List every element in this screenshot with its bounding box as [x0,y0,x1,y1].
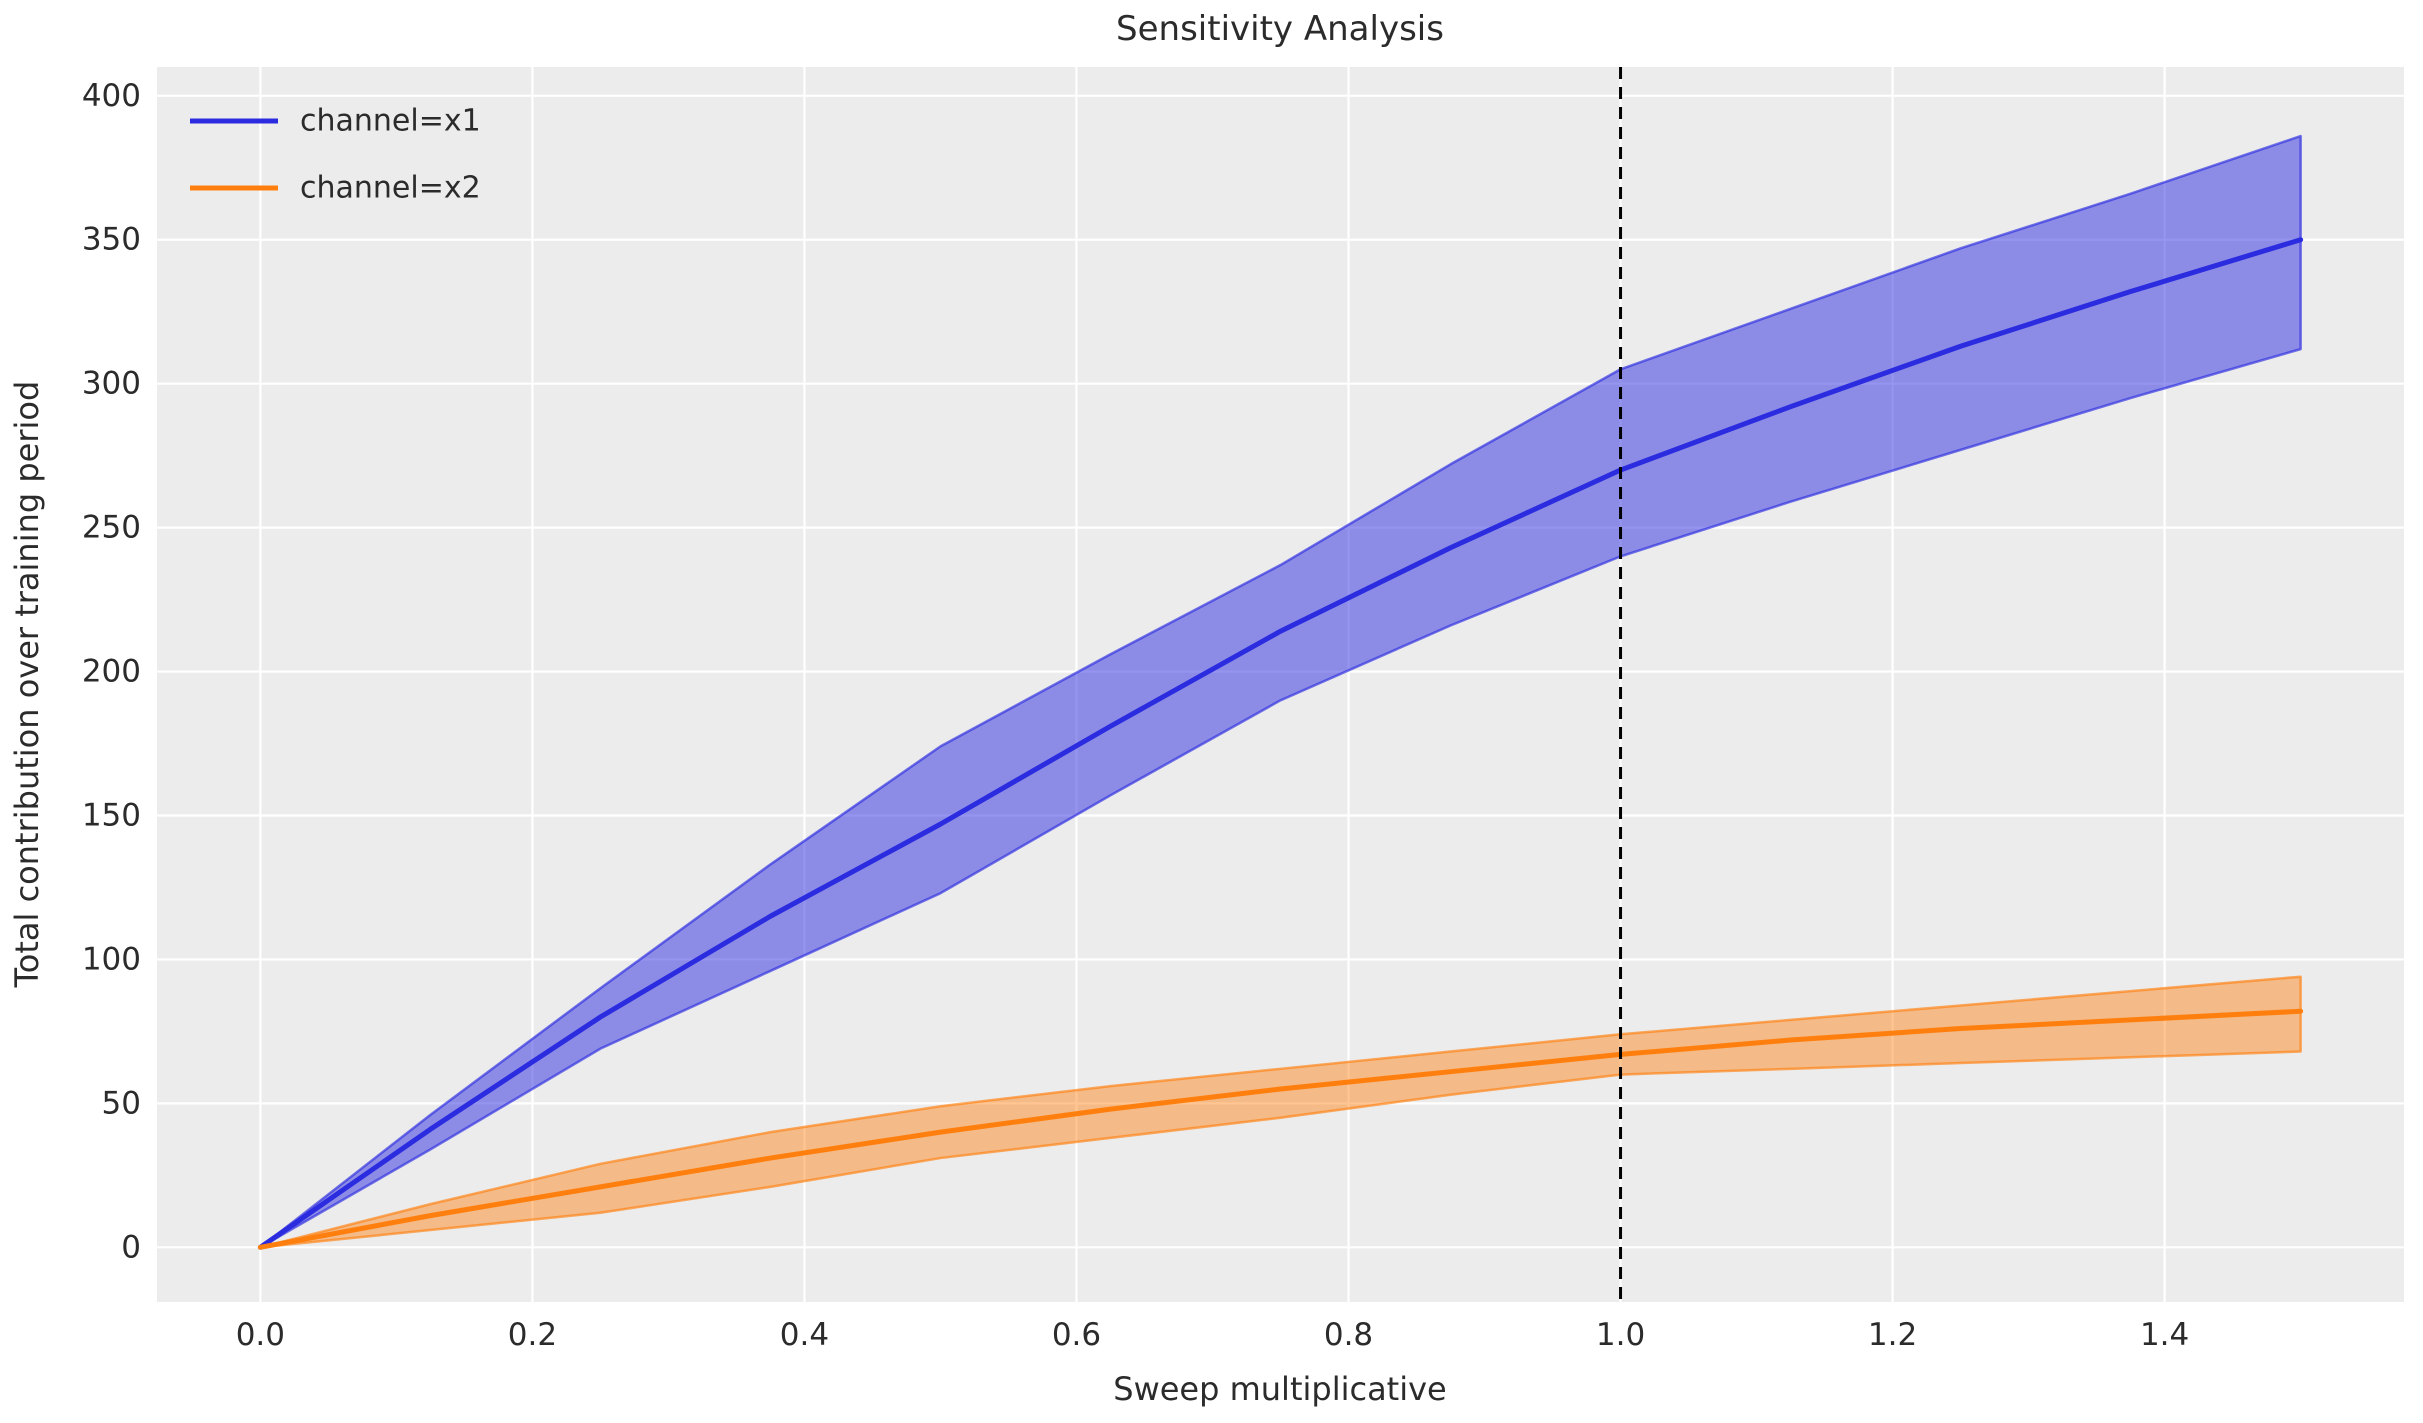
y-tick-label: 250 [82,510,141,546]
legend-label-channel-x1: channel=x1 [300,104,481,139]
legend-label-channel-x2: channel=x2 [300,171,481,206]
confidence-bands [259,134,2302,1249]
x-tick-label: 0.6 [1052,1317,1101,1353]
y-tick-labels: 0 50 100 150 200 250 300 350 400 [82,78,141,1266]
legend: channel=x1 channel=x2 [190,104,481,206]
x-tick-label: 0.0 [236,1317,285,1353]
y-axis-label: Total contribution over training period [8,381,46,989]
x-tick-label: 0.8 [1324,1317,1373,1353]
chart-title: Sensitivity Analysis [1116,9,1444,49]
band-channel=x2 [259,975,2302,1249]
y-tick-label: 400 [82,78,141,114]
y-tick-label: 150 [82,797,141,833]
y-tick-label: 0 [121,1229,141,1265]
x-tick-label: 0.2 [508,1317,557,1353]
x-tick-label: 0.4 [780,1317,829,1353]
y-tick-label: 300 [82,366,141,402]
series-lines [257,237,2304,1250]
band-channel=x1 [259,134,2302,1249]
y-tick-label: 350 [82,222,141,258]
y-tick-label: 100 [82,941,141,977]
y-tick-label: 50 [102,1085,141,1121]
line-channel=x2 [257,1008,2304,1250]
line-channel=x1 [257,237,2304,1250]
y-tick-label: 200 [82,654,141,690]
x-tick-label: 1.0 [1596,1317,1645,1353]
x-tick-label: 1.4 [2140,1317,2189,1353]
x-tick-labels: 0.0 0.2 0.4 0.6 0.8 1.0 1.2 1.4 [236,1317,2190,1353]
x-axis-label: Sweep multiplicative [1113,1370,1446,1408]
x-tick-label: 1.2 [1868,1317,1917,1353]
